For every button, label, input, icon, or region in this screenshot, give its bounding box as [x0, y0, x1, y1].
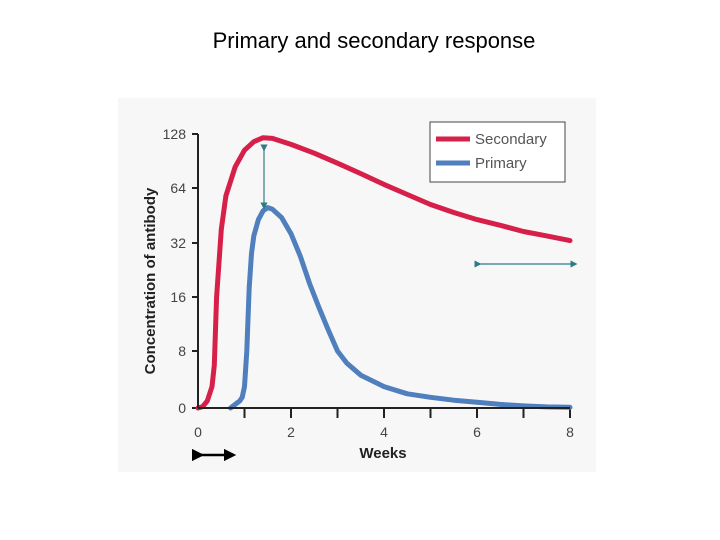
- x-tick-label: 0: [194, 424, 202, 440]
- x-axis-label: Weeks: [359, 445, 406, 462]
- x-tick-label: 6: [473, 424, 481, 440]
- x-tick-label: 2: [287, 424, 295, 440]
- y-axis-ticks: 0 8 16 32 64 128: [163, 126, 198, 416]
- legend: Secondary Primary: [429, 121, 566, 183]
- y-tick-label: 16: [170, 289, 186, 305]
- chart-panel: 0 8 16 32 64 128 0 2 4 6 8 Concentration of antib…: [118, 98, 596, 472]
- slide-title: Primary and secondary response: [212, 28, 536, 53]
- y-axis-label: Concentration of antibody: [142, 187, 159, 374]
- x-axis-ticks: 0 2 4 6 8: [194, 408, 574, 440]
- x-tick-label: 8: [566, 424, 574, 440]
- y-tick-label: 64: [170, 180, 186, 196]
- series-line-primary: [228, 205, 573, 411]
- y-tick-label: 128: [163, 126, 187, 142]
- y-tick-label: 32: [170, 235, 186, 251]
- annotation-arrows: [191, 144, 578, 462]
- legend-secondary-label: Secondary: [475, 131, 547, 148]
- series-layer: [195, 135, 573, 411]
- y-tick-label: 8: [178, 343, 186, 359]
- x-tick-label: 4: [380, 424, 388, 440]
- y-tick-label: 0: [178, 400, 186, 416]
- legend-primary-label: Primary: [475, 155, 527, 172]
- series-line-secondary: [195, 135, 573, 411]
- legend-box: [429, 121, 566, 183]
- antibody-response-chart: 0 8 16 32 64 128 0 2 4 6 8 Concentration of antib…: [142, 121, 578, 462]
